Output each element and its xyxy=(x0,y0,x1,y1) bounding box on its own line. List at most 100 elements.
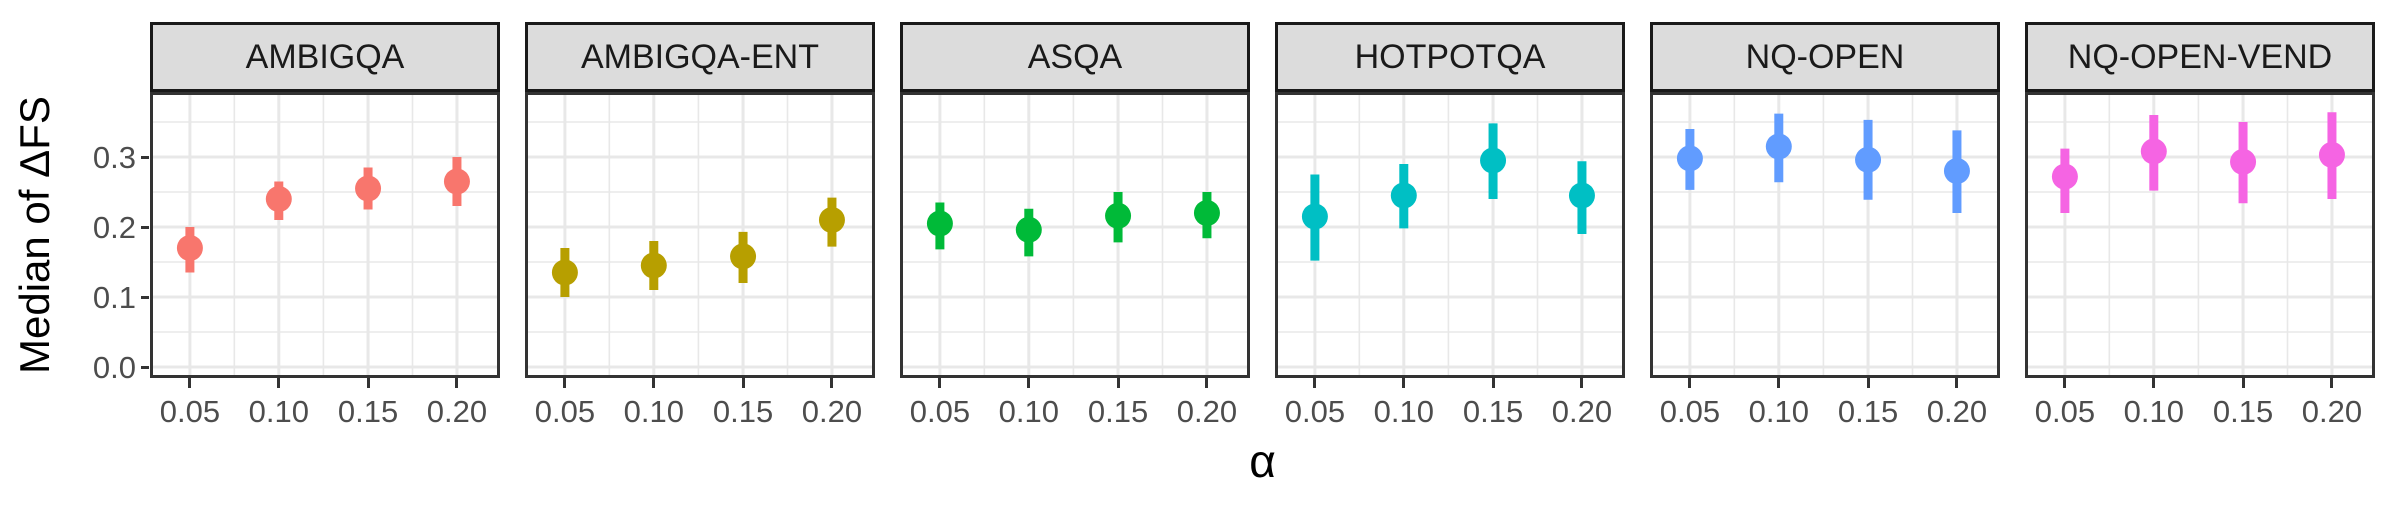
facet-panel xyxy=(1275,92,1625,378)
x-tick-mark xyxy=(1027,378,1031,388)
facet-strip: AMBIGQA xyxy=(150,22,500,92)
x-tick-label: 0.15 xyxy=(2212,394,2274,429)
point xyxy=(640,252,667,279)
facet-strip-label: NQ-OPEN-VEND xyxy=(2067,37,2333,76)
x-tick-label: 0.15 xyxy=(1462,394,1524,429)
panel-border xyxy=(1275,92,1625,378)
point xyxy=(1855,146,1882,173)
x-tick-label: 0.10 xyxy=(248,394,309,429)
x-tick-mark xyxy=(1205,378,1209,388)
point xyxy=(265,186,292,212)
point xyxy=(355,175,382,202)
point xyxy=(1015,216,1042,243)
x-tick-mark xyxy=(1955,378,1959,388)
point xyxy=(1193,200,1220,226)
y-tick-mark xyxy=(141,155,149,159)
facet-panel xyxy=(2025,92,2375,378)
x-tick-mark xyxy=(1777,378,1781,388)
x-tick-mark xyxy=(2241,378,2245,388)
x-axis-title: α xyxy=(1249,435,1276,487)
panel-plot-svg xyxy=(525,92,875,378)
facet-strip: AMBIGQA-ENT xyxy=(525,22,875,92)
facet-strip: HOTPOTQA xyxy=(1275,22,1625,92)
y-tick-label: 0.0 xyxy=(92,350,136,385)
point xyxy=(1676,145,1703,172)
panel-background xyxy=(150,92,500,378)
x-tick-label: 0.15 xyxy=(1837,394,1899,429)
point xyxy=(1943,158,1970,184)
point xyxy=(443,168,470,195)
x-tick-mark xyxy=(563,378,567,388)
point xyxy=(1568,182,1595,209)
x-tick-label: 0.05 xyxy=(2034,394,2096,429)
facet-strip-label: NQ-OPEN xyxy=(1745,37,1905,76)
x-tick-label: 0.15 xyxy=(712,394,774,429)
point xyxy=(2230,148,2257,175)
panel-plot-svg xyxy=(1275,92,1625,378)
y-tick-mark xyxy=(141,225,149,229)
panel-background xyxy=(525,92,875,378)
x-tick-mark xyxy=(1491,378,1495,388)
y-tick-mark xyxy=(141,365,149,369)
facet-strip-label: AMBIGQA-ENT xyxy=(580,37,820,76)
x-tick-mark xyxy=(277,378,281,388)
x-tick-label: 0.20 xyxy=(426,394,488,429)
x-tick-label: 0.05 xyxy=(159,394,221,429)
x-tick-mark xyxy=(366,378,370,388)
panel-border xyxy=(2025,92,2375,378)
point xyxy=(926,210,953,237)
x-tick-label: 0.20 xyxy=(2301,394,2363,429)
x-tick-label: 0.15 xyxy=(337,394,399,429)
y-tick-label: 0.1 xyxy=(92,280,136,315)
facet-panel xyxy=(525,92,875,378)
x-tick-mark xyxy=(1580,378,1584,388)
point xyxy=(818,207,845,233)
x-tick-mark xyxy=(652,378,656,388)
y-axis-title: Median of ΔFS xyxy=(11,96,58,374)
point xyxy=(1480,147,1507,174)
point xyxy=(176,235,203,261)
x-tick-label: 0.05 xyxy=(534,394,596,429)
point xyxy=(1105,202,1132,229)
x-tick-mark xyxy=(2063,378,2067,388)
point xyxy=(1765,133,1792,160)
y-tick-label: 0.3 xyxy=(92,140,136,175)
facet-strip: ASQA xyxy=(900,22,1250,92)
x-tick-mark xyxy=(455,378,459,388)
x-tick-mark xyxy=(1116,378,1120,388)
x-tick-label: 0.05 xyxy=(1284,394,1346,429)
facet-panel xyxy=(150,92,500,378)
x-tick-label: 0.05 xyxy=(1659,394,1721,429)
panel-border xyxy=(900,92,1250,378)
panel-plot-svg xyxy=(900,92,1250,378)
x-tick-label: 0.20 xyxy=(1551,394,1613,429)
x-tick-label: 0.15 xyxy=(1087,394,1149,429)
facet-panel xyxy=(900,92,1250,378)
panel-border xyxy=(1650,92,2000,378)
x-tick-label: 0.10 xyxy=(1373,394,1434,429)
facet-strip-label: AMBIGQA xyxy=(245,37,405,76)
x-tick-label: 0.10 xyxy=(2123,394,2184,429)
x-tick-mark xyxy=(938,378,942,388)
panel-plot-svg xyxy=(2025,92,2375,378)
x-tick-label: 0.05 xyxy=(909,394,971,429)
x-tick-label: 0.20 xyxy=(1176,394,1238,429)
x-tick-mark xyxy=(2330,378,2334,388)
x-tick-label: 0.10 xyxy=(1748,394,1809,429)
point xyxy=(2140,138,2167,165)
panel-background xyxy=(2025,92,2375,378)
point xyxy=(730,243,757,270)
x-tick-mark xyxy=(2152,378,2156,388)
y-tick-mark xyxy=(141,295,149,299)
panel-plot-svg xyxy=(150,92,500,378)
x-tick-mark xyxy=(830,378,834,388)
point xyxy=(2318,141,2345,168)
x-tick-mark xyxy=(188,378,192,388)
x-tick-label: 0.10 xyxy=(623,394,684,429)
panel-plot-svg xyxy=(1650,92,2000,378)
point xyxy=(2051,163,2078,190)
panel-border xyxy=(525,92,875,378)
facet-strip-label: ASQA xyxy=(1027,37,1123,76)
point xyxy=(1301,203,1328,230)
